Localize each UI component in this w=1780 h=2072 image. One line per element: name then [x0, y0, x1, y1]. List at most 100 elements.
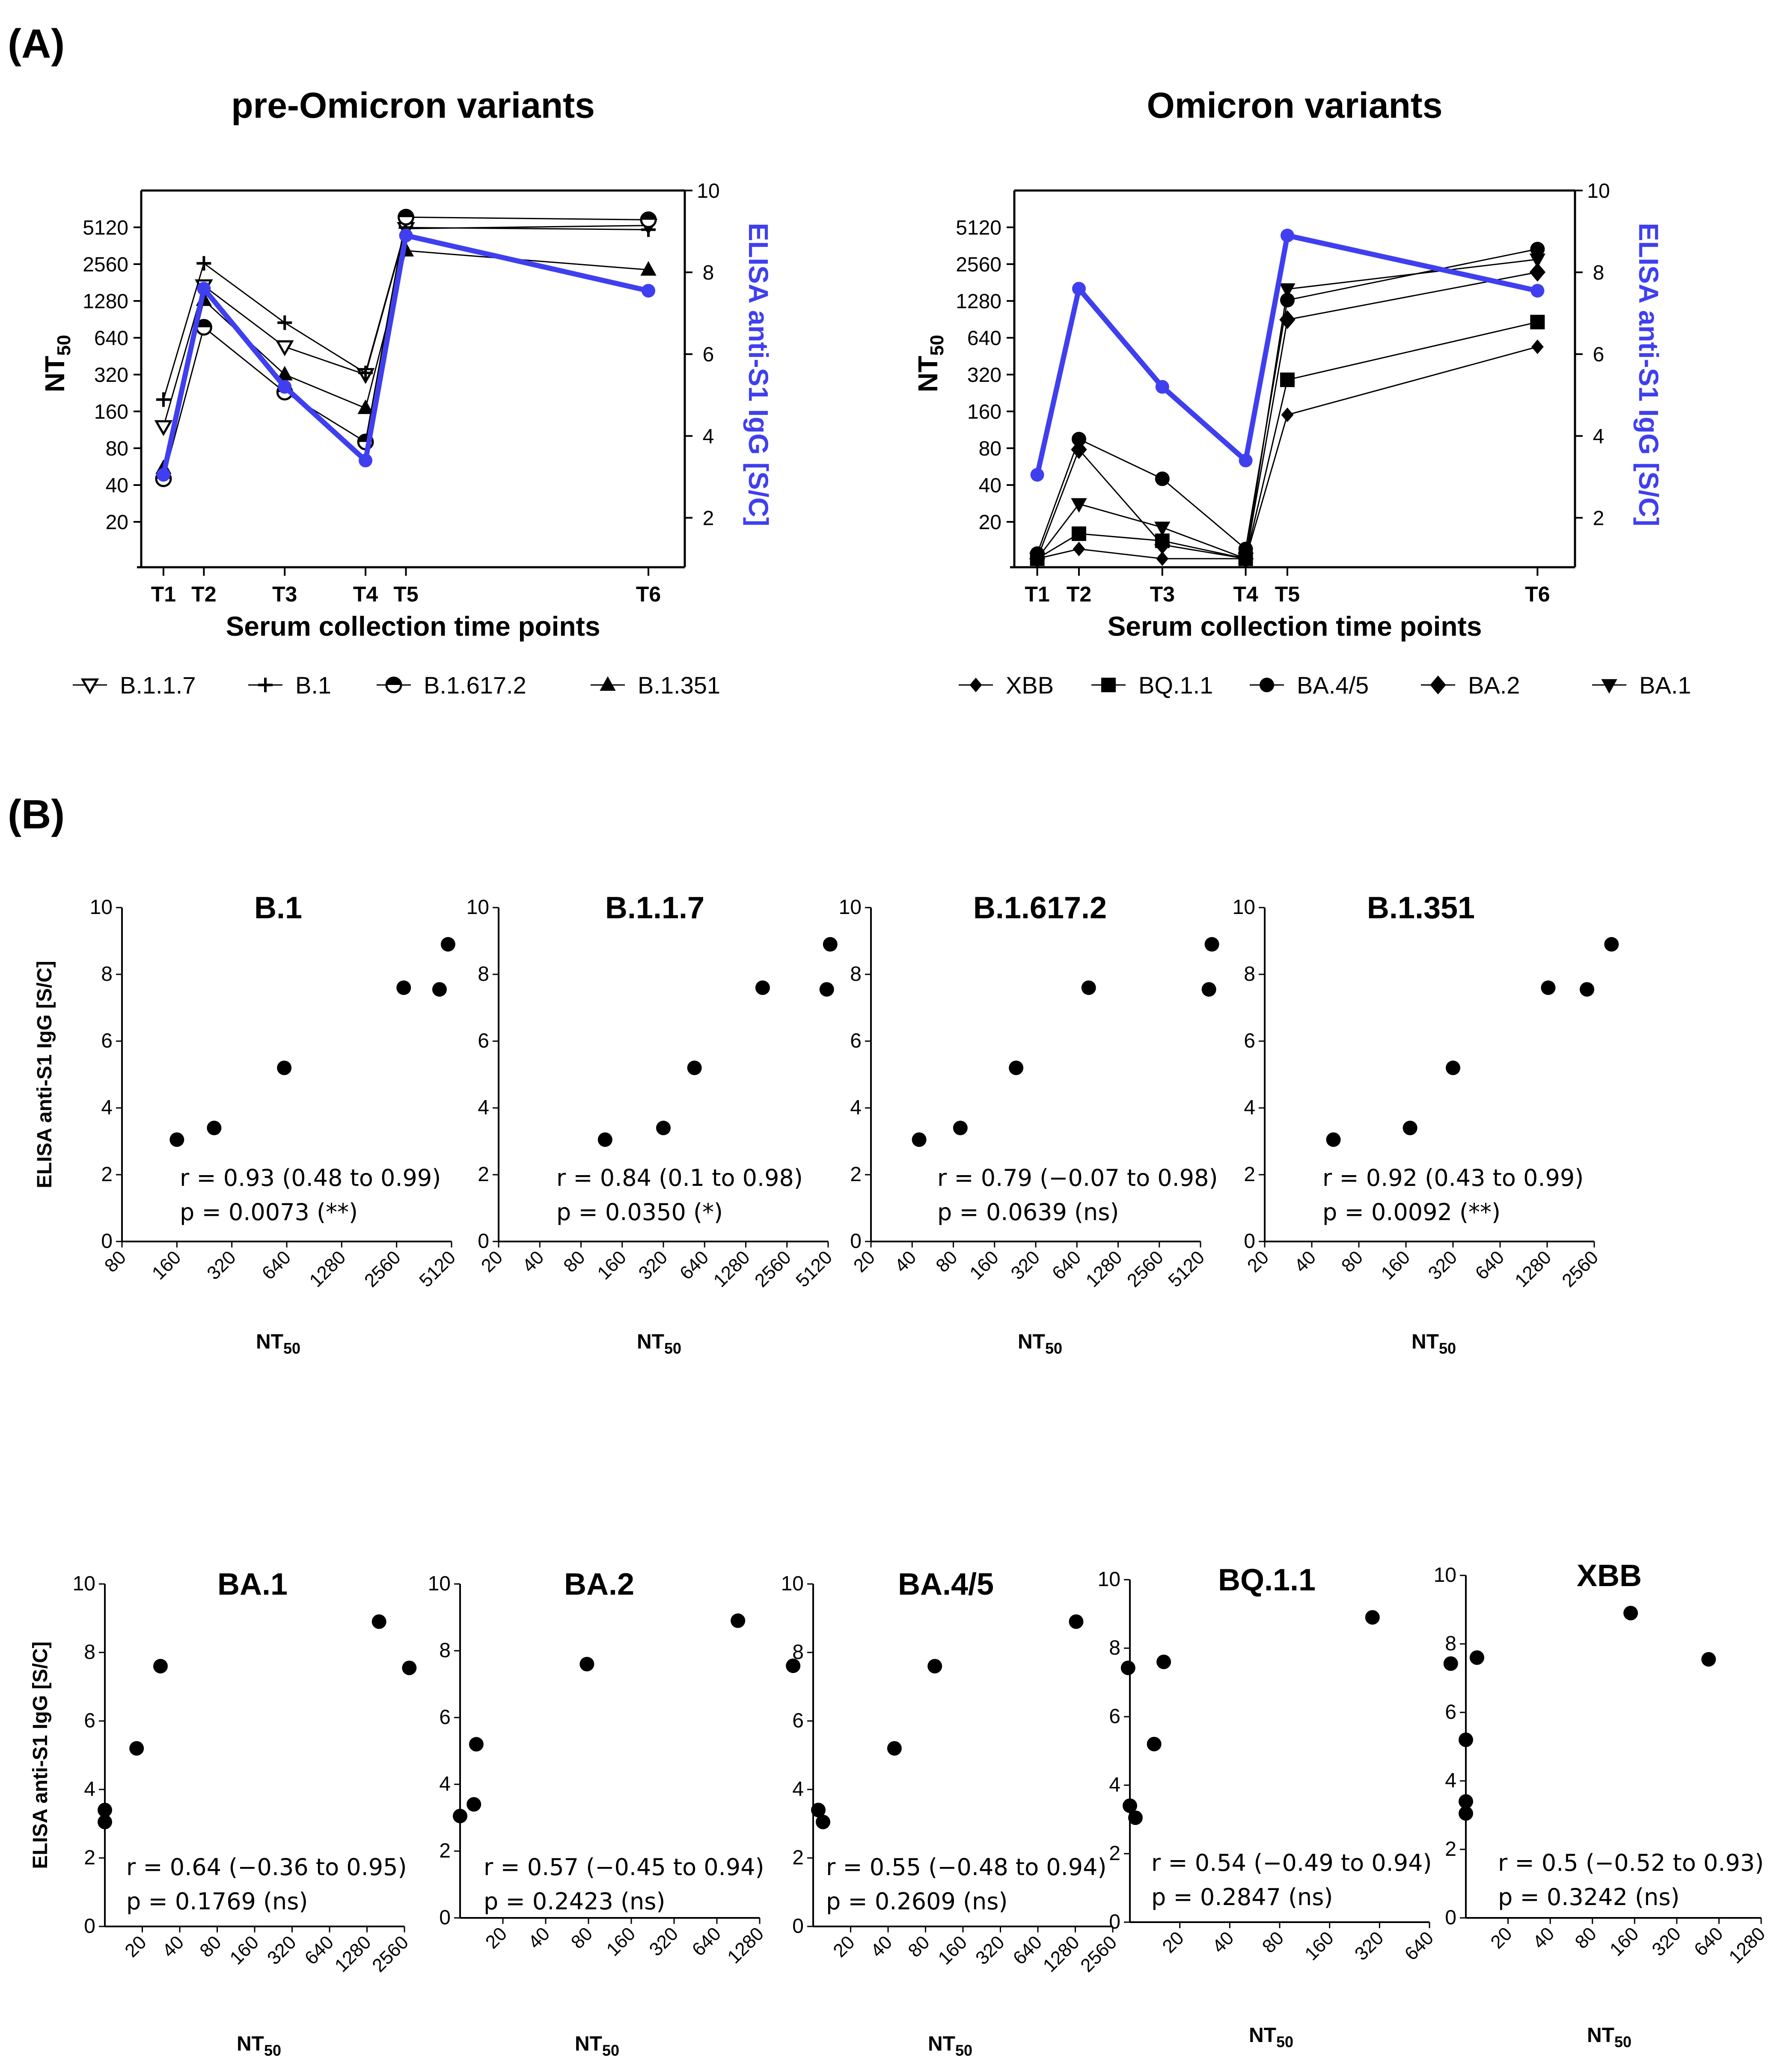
- chart-title: Omicron variants: [1147, 85, 1443, 125]
- y-tick-label: 0: [1109, 1911, 1120, 1933]
- series-point-BA.4/5: [1530, 241, 1545, 256]
- x-tick-label: 1280: [1082, 1247, 1126, 1291]
- y-tick-label: 8: [439, 1639, 451, 1662]
- x-tick-label: T5: [393, 582, 418, 606]
- stat-r: r = 0.57 (−0.45 to 0.94): [484, 1854, 764, 1881]
- y-tick-label: 0: [850, 1230, 862, 1253]
- x-tick-label: T6: [636, 582, 661, 606]
- series-point-BA.1: [1029, 553, 1046, 568]
- x-tick-label: 20: [1486, 1923, 1516, 1953]
- y-tick-label: 6: [1445, 1701, 1456, 1724]
- data-point: [819, 982, 834, 997]
- elisa-point: [197, 282, 211, 296]
- scatter-title: B.1.351: [1367, 891, 1475, 925]
- data-point: [1123, 1798, 1137, 1813]
- elisa-point: [1280, 229, 1294, 243]
- y-tick-label: 4: [1244, 1096, 1255, 1119]
- x-tick-label: 2560: [360, 1247, 405, 1291]
- x-tick-label: 640: [1471, 1247, 1509, 1284]
- series-point-B.1.617.2-half: [398, 210, 413, 217]
- x-tick-label: 640: [1048, 1247, 1085, 1284]
- y2-tick-label: 8: [703, 262, 714, 284]
- series-point-B.1: [358, 366, 373, 381]
- data-point: [402, 1661, 417, 1675]
- x-axis-label-sub: 50: [1045, 1340, 1062, 1357]
- x-axis-label: NT50: [237, 2033, 281, 2059]
- y-tick-label: 6: [84, 1709, 95, 1732]
- y-tick-label: 10: [839, 896, 862, 919]
- stat-r: r = 0.5 (−0.52 to 0.93): [1498, 1849, 1764, 1876]
- series-point-XBB: [1531, 339, 1544, 354]
- y-axis-label: ELISA anti-S1 IgG [S/C]: [29, 1641, 52, 1869]
- x-tick-label: 160: [1301, 1927, 1338, 1965]
- legend-item-B.1.351: B.1.351: [591, 672, 720, 699]
- y-tick-label: 6: [792, 1709, 804, 1732]
- x-tick-label: 160: [226, 1932, 263, 1969]
- x-tick-label: T4: [353, 582, 378, 606]
- series-point-BA.2: [1154, 535, 1171, 554]
- x-tick-label: 2560: [1076, 1932, 1121, 1976]
- y-tick-label: 80: [979, 438, 1001, 460]
- legend-marker: [1101, 678, 1116, 692]
- y-axis-label: ELISA anti-S1 IgG [S/C]: [33, 961, 56, 1188]
- data-point: [823, 937, 838, 952]
- data-point: [1443, 1656, 1458, 1671]
- series-point-BA.1: [1071, 498, 1087, 513]
- series-point-XBB: [1281, 408, 1294, 423]
- data-point: [579, 1657, 594, 1672]
- y-axis-label: NT50: [912, 335, 948, 392]
- scatter-title: B.1.1.7: [605, 891, 704, 925]
- series-point-B.1.617.2-half: [641, 212, 656, 220]
- y-axis-label-base: NT: [912, 356, 943, 392]
- series-point-B.1.351: [357, 399, 374, 414]
- y-tick-label: 5120: [83, 217, 128, 239]
- y-tick-label: 2: [478, 1163, 489, 1186]
- data-point: [153, 1659, 168, 1673]
- y-tick-label: 6: [1109, 1705, 1120, 1728]
- data-point: [1201, 982, 1216, 997]
- y-tick-label: 10: [781, 1572, 804, 1595]
- data-point: [786, 1658, 801, 1673]
- y-tick-label: 0: [84, 1915, 95, 1938]
- x-tick-label: 5120: [792, 1247, 836, 1291]
- data-point: [1604, 937, 1619, 952]
- y-tick-label: 6: [478, 1030, 489, 1052]
- x-tick-label: 1280: [710, 1247, 754, 1291]
- y-tick-label: 8: [1244, 963, 1255, 985]
- legend-item-B.1.1.7: B.1.1.7: [73, 672, 196, 699]
- data-point: [1147, 1737, 1162, 1751]
- series-point-B.1.1.7: [154, 420, 173, 436]
- y-tick-label: 8: [792, 1641, 804, 1664]
- scatter-title: BA.2: [564, 1567, 634, 1602]
- stat-p: p = 0.0092 (**): [1322, 1199, 1501, 1226]
- x-tick-label: T4: [1233, 582, 1258, 606]
- legend-label: BA.1: [1639, 672, 1691, 699]
- x-tick-label: 160: [966, 1247, 1003, 1284]
- series-line-BA.2: [1037, 271, 1538, 560]
- series-line-B.1: [163, 226, 649, 400]
- x-tick-label: 320: [1648, 1923, 1685, 1960]
- series-point-BA.2: [1071, 440, 1087, 459]
- series-point-BQ.1.1: [1280, 372, 1295, 387]
- x-tick-label: 640: [688, 1923, 725, 1960]
- legend-item-B.1.617.2: B.1.617.2: [377, 672, 526, 699]
- x-tick-label: 40: [867, 1932, 896, 1961]
- x-tick-label: 80: [196, 1932, 225, 1961]
- x-axis-label-base: NT: [1249, 2024, 1276, 2047]
- x-axis-label-sub: 50: [602, 2042, 619, 2059]
- x-tick-label: 320: [1007, 1247, 1044, 1284]
- x-tick-label: 160: [593, 1247, 630, 1284]
- x-axis-label-sub: 50: [955, 2042, 972, 2059]
- legend-item-BA.1: BA.1: [1592, 672, 1691, 699]
- y-tick-label: 0: [439, 1906, 451, 1929]
- y-tick-label: 6: [1244, 1030, 1255, 1052]
- legend-marker: [1260, 678, 1274, 692]
- series-point-B.1.351: [640, 261, 657, 276]
- scatter-title: B.1.617.2: [973, 891, 1107, 925]
- series-line-B.1.351: [163, 250, 649, 468]
